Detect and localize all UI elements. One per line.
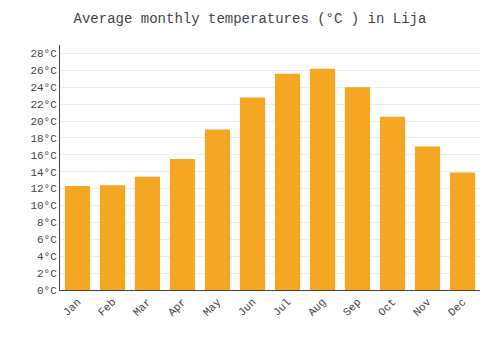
svg-text:Oct: Oct	[376, 296, 398, 318]
svg-text:20°C: 20°C	[30, 116, 57, 128]
svg-text:Sep: Sep	[341, 296, 363, 318]
svg-text:Aug: Aug	[306, 296, 328, 318]
svg-text:24°C: 24°C	[30, 82, 57, 94]
svg-text:Feb: Feb	[96, 296, 118, 318]
svg-text:May: May	[201, 296, 224, 319]
svg-text:Jul: Jul	[271, 296, 293, 318]
svg-text:Apr: Apr	[166, 296, 188, 318]
svg-text:2°C: 2°C	[37, 268, 57, 280]
svg-text:12°C: 12°C	[30, 183, 57, 195]
svg-text:6°C: 6°C	[37, 234, 57, 246]
svg-text:8°C: 8°C	[37, 217, 57, 229]
svg-text:28°C: 28°C	[30, 48, 57, 60]
svg-text:Nov: Nov	[411, 296, 434, 319]
svg-text:Mar: Mar	[131, 296, 153, 318]
svg-text:4°C: 4°C	[37, 251, 57, 263]
svg-text:14°C: 14°C	[30, 167, 57, 179]
svg-text:Average monthly temperatures (: Average monthly temperatures (°C ) in Li…	[74, 11, 427, 27]
svg-text:18°C: 18°C	[30, 133, 57, 145]
svg-text:0°C: 0°C	[37, 285, 57, 297]
svg-text:16°C: 16°C	[30, 150, 57, 162]
svg-text:Dec: Dec	[446, 296, 468, 318]
svg-text:26°C: 26°C	[30, 65, 57, 77]
svg-text:Jun: Jun	[236, 296, 258, 318]
svg-text:Jan: Jan	[61, 296, 83, 318]
svg-text:22°C: 22°C	[30, 99, 57, 111]
svg-text:10°C: 10°C	[30, 200, 57, 212]
